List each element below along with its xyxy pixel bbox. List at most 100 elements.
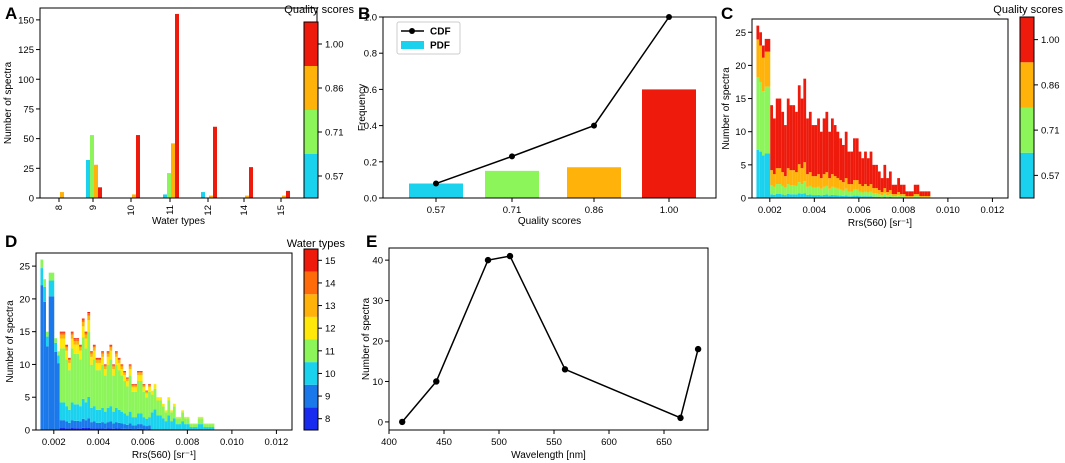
hist-bar-segment bbox=[836, 188, 840, 196]
hist-bar-segment bbox=[68, 422, 71, 429]
hist-bar-segment bbox=[95, 357, 99, 359]
hist-bar-segment bbox=[800, 184, 804, 195]
panel-b-ylabel: Frequency bbox=[357, 84, 368, 131]
legend-cdf-label: CDF bbox=[430, 27, 451, 38]
hist-bar-segment bbox=[120, 428, 124, 430]
bar-100-type-14 bbox=[249, 167, 253, 198]
hist-bar-segment bbox=[126, 415, 129, 425]
hist-bar-segment bbox=[126, 428, 129, 430]
hist-bar-segment bbox=[803, 181, 807, 194]
hist-bar-segment bbox=[87, 427, 91, 430]
cdf-point-057 bbox=[433, 180, 439, 187]
hist-bar-segment bbox=[109, 428, 113, 430]
hist-bar-segment bbox=[137, 372, 140, 376]
hist-bar-segment bbox=[40, 285, 44, 430]
hist-bar-segment bbox=[922, 197, 925, 198]
hist-colorbar-segment bbox=[1020, 62, 1034, 108]
pdf-bar-086 bbox=[567, 167, 621, 198]
hist-bar-segment bbox=[916, 196, 920, 198]
hist-bar-segment bbox=[864, 196, 867, 198]
hist-bar-segment bbox=[167, 415, 171, 430]
hist-bar-segment bbox=[902, 184, 906, 195]
hist-bar-segment bbox=[927, 191, 931, 197]
hist-bar-segment bbox=[153, 384, 157, 389]
hist-bar-segment bbox=[70, 420, 74, 429]
hist-bar-segment bbox=[203, 424, 207, 428]
hist-bar-segment bbox=[92, 421, 96, 429]
hist-bar-segment bbox=[145, 418, 149, 427]
hist-colorbar-segment bbox=[1020, 17, 1034, 63]
hist-bar-segment bbox=[90, 407, 93, 423]
hist-bar-segment bbox=[145, 391, 149, 394]
hist-bar-segment bbox=[784, 195, 787, 198]
hist-bar-segment bbox=[781, 111, 785, 173]
panel-b-frame bbox=[382, 16, 717, 199]
hist-bar-segment bbox=[109, 350, 113, 360]
hist-bar-segment bbox=[192, 423, 196, 425]
hist-bar-segment bbox=[811, 195, 815, 198]
hist-bar-segment bbox=[62, 334, 66, 339]
panel-c-ytick-label: 25 bbox=[735, 28, 746, 39]
hist-bar-segment bbox=[789, 170, 793, 186]
hist-bar-segment bbox=[139, 428, 143, 430]
hist-bar-segment bbox=[850, 191, 854, 197]
hist-colorbar-label: 8 bbox=[325, 414, 330, 425]
bar-057-type-12 bbox=[201, 192, 205, 198]
hist-bar-segment bbox=[861, 192, 865, 197]
hist-bar-segment bbox=[872, 196, 876, 198]
hist-bar-segment bbox=[866, 196, 870, 198]
hist-bar-segment bbox=[112, 428, 115, 430]
hist-colorbar-label: 14 bbox=[325, 278, 336, 289]
panel-d-ytick-label: 10 bbox=[19, 360, 30, 371]
hist-bar-segment bbox=[139, 424, 143, 429]
bar-086-type-11 bbox=[171, 143, 175, 198]
hist-bar-segment bbox=[911, 196, 914, 198]
hist-bar-segment bbox=[65, 347, 69, 351]
hist-bar-segment bbox=[109, 421, 113, 429]
hist-bar-segment bbox=[872, 188, 876, 194]
panel-e-ytick-label: 0 bbox=[378, 417, 383, 428]
hist-bar-segment bbox=[59, 420, 63, 429]
hist-bar-segment bbox=[128, 366, 132, 370]
hist-bar-segment bbox=[833, 176, 837, 188]
hist-bar-segment bbox=[90, 353, 93, 357]
hist-bar-segment bbox=[106, 352, 110, 354]
hist-bar-segment bbox=[839, 195, 843, 198]
hist-bar-segment bbox=[858, 191, 862, 197]
panel-e-chart: 0 10 20 30 40 400 450 500 550 600 650 Number of spe… bbox=[361, 247, 709, 461]
hist-xlabel: Rrs(560) [sr⁻¹] bbox=[848, 218, 912, 229]
hist-bar-segment bbox=[200, 418, 204, 425]
hist-bar-segment bbox=[877, 194, 881, 197]
hist-bar-segment bbox=[98, 360, 102, 363]
hist-bar-segment bbox=[853, 195, 856, 198]
hist-bar-segment bbox=[211, 424, 215, 428]
hist-bar-segment bbox=[131, 425, 135, 430]
hist-bar-segment bbox=[764, 51, 768, 87]
bar-086-type-8 bbox=[60, 192, 64, 198]
hist-bar-segment bbox=[131, 391, 135, 418]
hist-bar-segment bbox=[814, 125, 818, 177]
panel-a-xtick-label: 10 bbox=[126, 205, 137, 216]
panel-e-frame bbox=[388, 247, 709, 431]
hist-bar-segment bbox=[891, 194, 895, 197]
hist-bar-segment bbox=[70, 338, 74, 349]
hist-bar-segment bbox=[137, 424, 140, 429]
hist-bar-segment bbox=[822, 194, 826, 198]
hist-bar-segment bbox=[145, 393, 149, 398]
hist-bar-segment bbox=[795, 185, 798, 195]
hist-bar-segment bbox=[92, 406, 96, 422]
hist-bar-segment bbox=[839, 189, 843, 196]
hist-bar-segment bbox=[167, 397, 171, 401]
hist-bar-segment bbox=[68, 360, 71, 363]
hist-bar-segment bbox=[114, 351, 118, 353]
hist-bar-segment bbox=[825, 172, 829, 186]
hist-bar-segment bbox=[103, 369, 107, 376]
hist-colorbar-segment bbox=[304, 316, 318, 340]
hist-bar-segment bbox=[880, 192, 884, 196]
hist-bar-segment bbox=[756, 77, 760, 150]
hist-bar-segment bbox=[866, 158, 870, 187]
hist-bar-segment bbox=[84, 332, 88, 335]
hist-bar-segment bbox=[814, 176, 818, 188]
hist-bar-segment bbox=[76, 420, 80, 429]
hist-bar-segment bbox=[73, 344, 77, 354]
